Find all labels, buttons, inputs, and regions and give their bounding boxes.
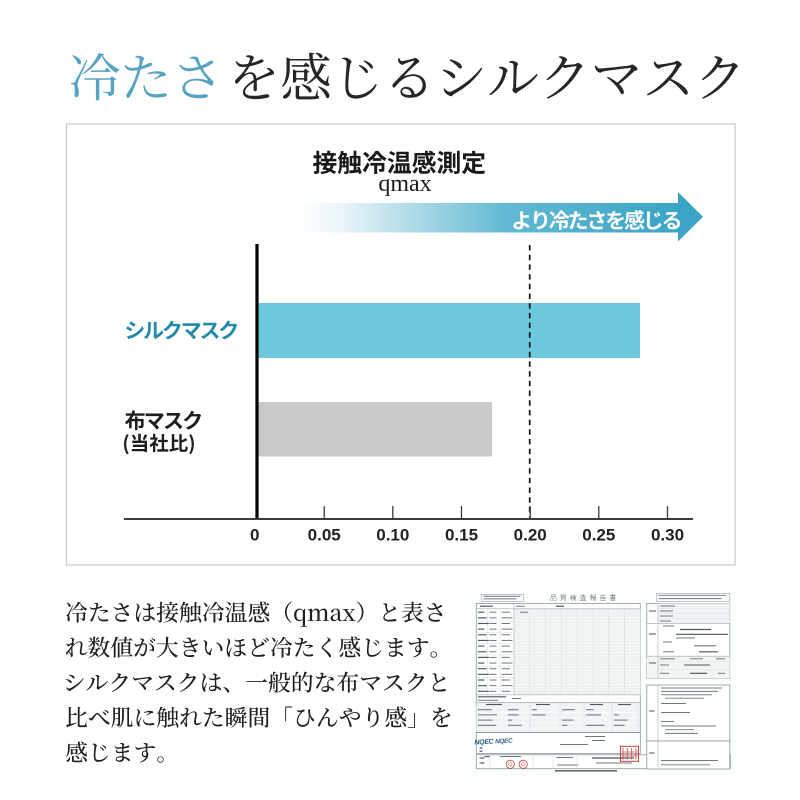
svg-text:0.20: 0.20 [514, 526, 547, 545]
svg-text:qmax: qmax [378, 171, 431, 197]
svg-text:0: 0 [250, 526, 259, 545]
svg-text:NQEC NQEC: NQEC NQEC [474, 738, 513, 747]
svg-text:0.30: 0.30 [651, 526, 684, 545]
svg-text:0.05: 0.05 [308, 526, 341, 545]
svg-text:0.25: 0.25 [582, 526, 615, 545]
svg-text:0.15: 0.15 [445, 526, 478, 545]
svg-text:0.10: 0.10 [376, 526, 409, 545]
